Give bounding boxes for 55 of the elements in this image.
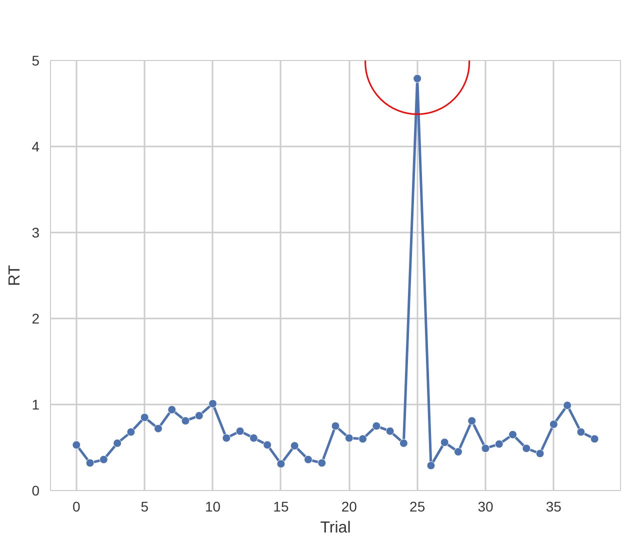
y-axis-title: RT [6, 264, 24, 286]
point [399, 438, 408, 448]
point [318, 458, 326, 468]
x-tick-label: 10 [204, 498, 221, 514]
point [454, 448, 462, 456]
point [344, 434, 354, 442]
point [522, 444, 531, 453]
y-tick-label: 4 [32, 138, 40, 154]
point [372, 422, 381, 430]
point [331, 422, 340, 430]
point [481, 444, 490, 453]
y-tick-label: 3 [32, 224, 40, 240]
point [113, 438, 122, 448]
y-tick-label: 2 [32, 310, 40, 326]
point [276, 460, 286, 468]
point [304, 455, 312, 464]
x-tick-label: 20 [341, 498, 358, 514]
point [290, 442, 299, 450]
point [426, 461, 436, 470]
point [222, 434, 231, 442]
point [358, 434, 368, 444]
point [576, 428, 586, 436]
point [249, 434, 258, 442]
point [590, 434, 599, 444]
point [440, 438, 449, 447]
point [386, 426, 394, 436]
point [536, 449, 544, 458]
point [168, 405, 176, 414]
y-tick-label: 0 [32, 482, 40, 498]
point [413, 74, 422, 83]
x-tick-label: 5 [140, 498, 149, 514]
x-tick-label: 15 [273, 498, 289, 514]
point [208, 399, 218, 408]
x-tick-label: 30 [478, 498, 494, 514]
point [72, 440, 81, 450]
point [549, 420, 558, 429]
y-tick-label: 5 [32, 52, 40, 68]
point [181, 416, 190, 426]
point [494, 440, 504, 448]
point [86, 458, 94, 468]
point [563, 401, 572, 410]
x-tick-label: 35 [546, 498, 562, 514]
y-tick-label: 1 [32, 396, 40, 412]
point [154, 424, 162, 433]
point [468, 416, 476, 426]
x-tick-label: 0 [72, 498, 81, 514]
point [140, 413, 149, 422]
point [194, 411, 204, 420]
point [126, 428, 136, 436]
point [263, 440, 272, 450]
point [236, 426, 244, 436]
point [508, 430, 518, 439]
x-tick-label: 25 [410, 498, 426, 514]
x-axis-title: Trial [320, 520, 351, 536]
point [99, 455, 108, 464]
